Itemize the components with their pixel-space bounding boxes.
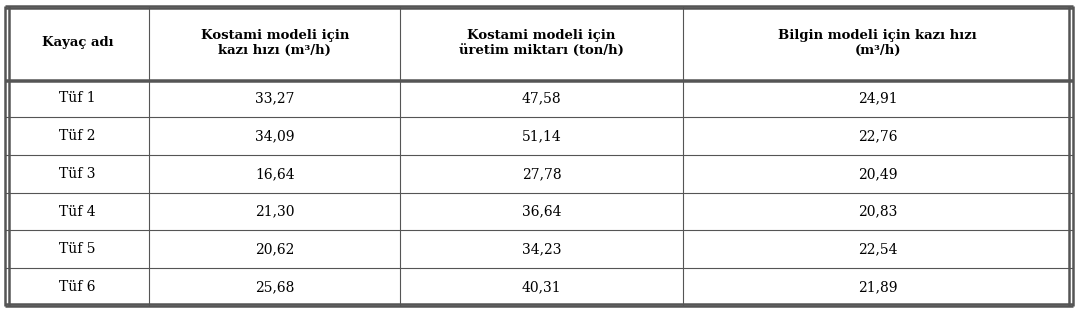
Text: 16,64: 16,64 xyxy=(255,167,294,181)
Text: 33,27: 33,27 xyxy=(255,91,294,105)
Text: 36,64: 36,64 xyxy=(522,205,562,218)
Text: Kostami modeli için
üretim miktarı (ton/h): Kostami modeli için üretim miktarı (ton/… xyxy=(459,29,624,57)
Text: Tüf 3: Tüf 3 xyxy=(59,167,96,181)
Text: 21,89: 21,89 xyxy=(858,280,898,294)
Text: 22,54: 22,54 xyxy=(858,242,898,256)
Text: Kayaç adı: Kayaç adı xyxy=(42,37,113,49)
Text: 27,78: 27,78 xyxy=(522,167,562,181)
Text: 22,76: 22,76 xyxy=(858,129,898,143)
Text: 24,91: 24,91 xyxy=(858,91,898,105)
Text: 34,23: 34,23 xyxy=(522,242,562,256)
Text: 20,62: 20,62 xyxy=(255,242,294,256)
Text: Tüf 6: Tüf 6 xyxy=(59,280,96,294)
Text: Tüf 4: Tüf 4 xyxy=(59,205,96,218)
Text: 34,09: 34,09 xyxy=(255,129,294,143)
Text: 21,30: 21,30 xyxy=(255,205,294,218)
Text: 25,68: 25,68 xyxy=(255,280,294,294)
Text: Tüf 1: Tüf 1 xyxy=(59,91,96,105)
Text: Bilgin modeli için kazı hızı
(m³/h): Bilgin modeli için kazı hızı (m³/h) xyxy=(778,29,978,57)
Text: Tüf 2: Tüf 2 xyxy=(59,129,96,143)
Text: Kostami modeli için
kazı hızı (m³/h): Kostami modeli için kazı hızı (m³/h) xyxy=(201,29,349,57)
Text: Tüf 5: Tüf 5 xyxy=(59,242,96,256)
Text: 40,31: 40,31 xyxy=(522,280,562,294)
Text: 20,49: 20,49 xyxy=(858,167,898,181)
Text: 51,14: 51,14 xyxy=(522,129,562,143)
Text: 20,83: 20,83 xyxy=(858,205,898,218)
Text: 47,58: 47,58 xyxy=(522,91,562,105)
